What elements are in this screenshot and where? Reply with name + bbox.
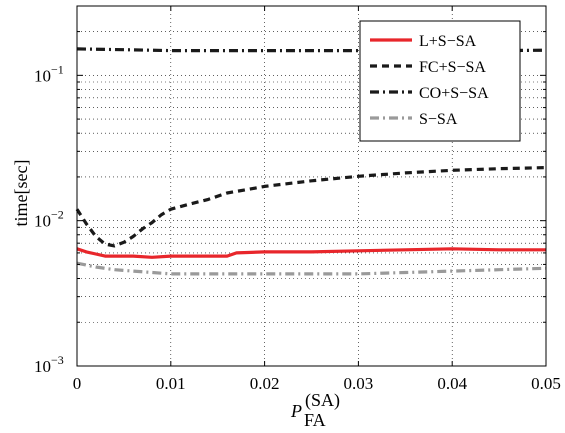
x-axis-label-superscript: (SA) [305, 390, 340, 411]
legend-label-4: S−SA [419, 111, 458, 128]
series-lines [75, 47, 547, 276]
x-tick-label: 0.03 [344, 374, 374, 393]
legend: L+S−SA FC+S−SA CO+S−SA S−SA [359, 20, 521, 142]
x-axis-label: P FA (SA) [290, 390, 340, 430]
legend-label-2: FC+S−SA [419, 59, 486, 76]
x-axis-label-main: P [290, 401, 302, 421]
axis-ticks: 0 0.01 0.02 0.03 0.04 0.05 10−3 10−2 10−1 [34, 6, 561, 393]
legend-label-3: CO+S−SA [419, 85, 489, 102]
x-tick-label: 0 [73, 374, 82, 393]
y-tick-label: 10−3 [34, 353, 64, 376]
series-line-1 [76, 247, 546, 259]
series-line-2 [75, 166, 547, 248]
series-line-4 [76, 261, 547, 276]
x-tick-label: 0.01 [156, 374, 186, 393]
x-tick-label: 0.05 [531, 374, 561, 393]
series-line-3 [76, 47, 547, 53]
x-tick-label: 0.04 [437, 374, 467, 393]
y-tick-label: 10−1 [34, 62, 64, 85]
x-axis-label-subscript: FA [304, 410, 326, 430]
y-axis-label: time[sec] [11, 160, 31, 227]
plot-frame [76, 5, 547, 367]
y-tick-label: 10−2 [34, 208, 64, 231]
legend-label-1: L+S−SA [419, 33, 477, 50]
x-tick-label: 0.02 [250, 374, 280, 393]
legend-entries: L+S−SA FC+S−SA CO+S−SA S−SA [370, 33, 489, 128]
